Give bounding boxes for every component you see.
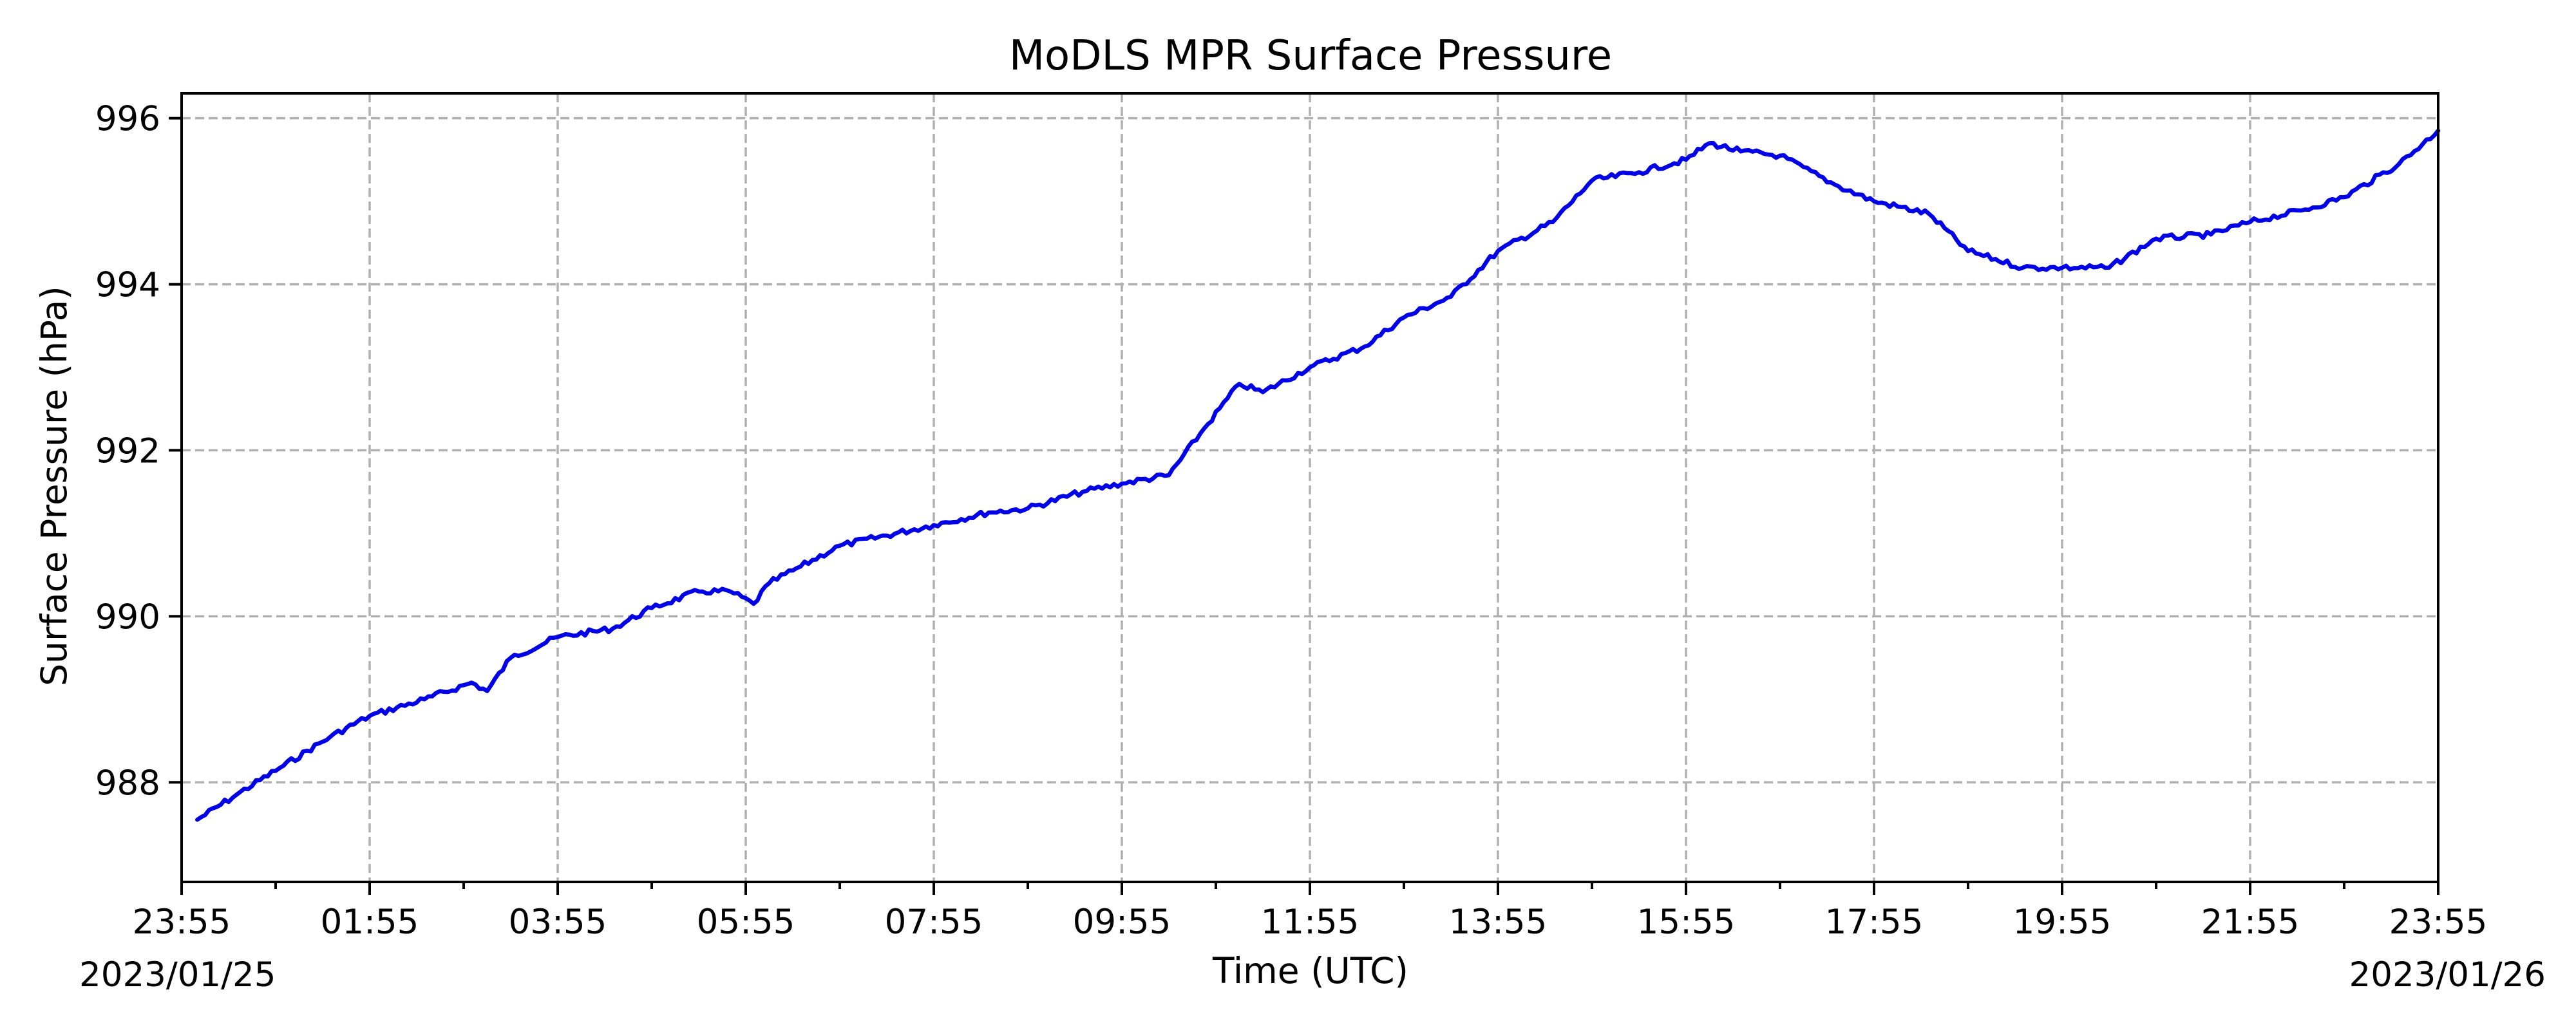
y-tick-label: 996 xyxy=(95,100,160,139)
x-tick-label: 17:55 xyxy=(1825,903,1924,942)
axis-ticks xyxy=(169,117,2439,895)
x-start-date-label: 2023/01/25 xyxy=(79,955,276,995)
x-tick-label: 13:55 xyxy=(1449,903,1548,942)
x-tick-label: 05:55 xyxy=(697,903,795,942)
y-tick-label: 988 xyxy=(95,763,160,803)
chart-title: MoDLS MPR Surface Pressure xyxy=(1009,32,1612,80)
y-axis-label: Surface Pressure (hPa) xyxy=(33,286,75,686)
x-tick-label: 15:55 xyxy=(1637,903,1736,942)
x-tick-label: 21:55 xyxy=(2201,903,2300,942)
y-tick-label: 994 xyxy=(95,266,160,305)
y-tick-label: 990 xyxy=(95,597,160,637)
x-tick-label: 07:55 xyxy=(885,903,983,942)
x-tick-label: 09:55 xyxy=(1073,903,1171,942)
pressure-series-line xyxy=(195,128,2441,822)
x-tick-label: 23:55 xyxy=(2389,903,2488,942)
series-layer xyxy=(195,128,2441,822)
x-axis-label: Time (UTC) xyxy=(1212,950,1408,991)
grid-lines xyxy=(182,93,2438,882)
x-tick-label: 01:55 xyxy=(321,903,419,942)
x-tick-label: 11:55 xyxy=(1261,903,1359,942)
y-tick-label: 992 xyxy=(95,431,160,471)
tick-labels: 23:55 01:55 03:55 05:55 07:55 09:55 11:55 13:55… xyxy=(95,100,2488,942)
x-tick-label: 23:55 xyxy=(133,903,231,942)
x-end-date-label: 2023/01/26 xyxy=(2349,955,2546,995)
x-tick-label: 19:55 xyxy=(2013,903,2112,942)
x-tick-label: 03:55 xyxy=(509,903,607,942)
